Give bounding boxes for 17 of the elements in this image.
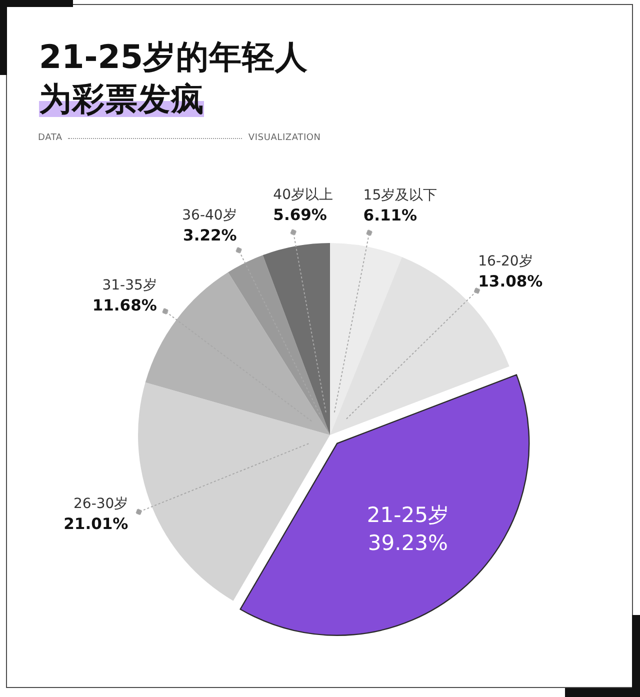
data-label: 5.69% xyxy=(273,206,328,224)
data-label: 6.11% xyxy=(363,206,418,224)
slice-label: 36-40岁 xyxy=(182,207,237,224)
chart-title: 21-25岁的年轻人为彩票发疯 xyxy=(39,38,308,118)
slice-label: 31-35岁 xyxy=(102,277,157,294)
data-label: 39.23% xyxy=(368,530,448,555)
data-label: 3.22% xyxy=(183,226,238,244)
slice-label: 26-30岁 xyxy=(74,496,128,512)
text: VISUALIZATION xyxy=(248,133,321,143)
data-label: 13.08% xyxy=(478,272,544,291)
text: DATA xyxy=(38,133,62,143)
data-label: 21.01% xyxy=(64,514,129,533)
slice-label: 16-20岁 xyxy=(478,254,533,270)
slice-label: 15岁及以下 xyxy=(363,187,438,204)
slice-label: 21-25岁 xyxy=(366,502,449,527)
data-label: 11.68% xyxy=(92,296,158,314)
slice-label: 40岁以上 xyxy=(273,186,333,203)
